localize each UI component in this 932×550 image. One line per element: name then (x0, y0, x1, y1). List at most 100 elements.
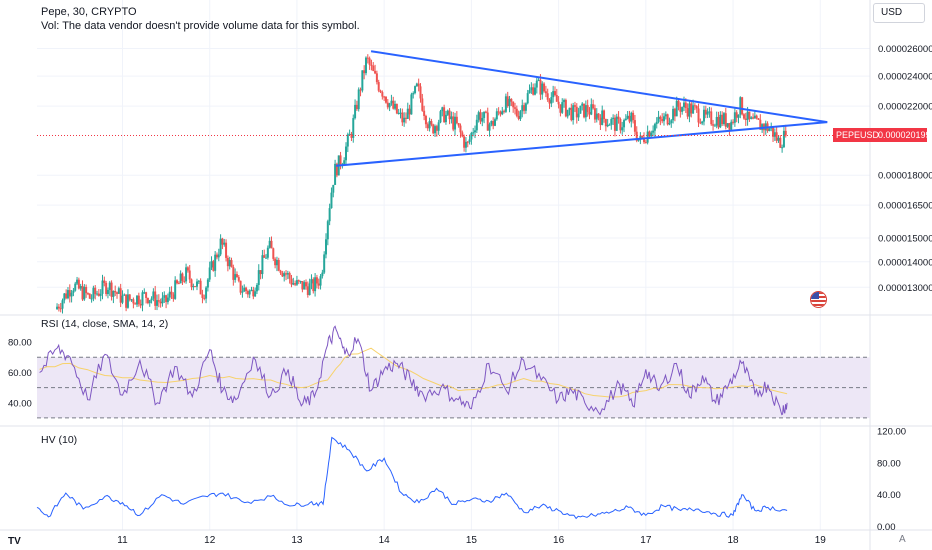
candle-body (386, 102, 389, 108)
candle-body (226, 257, 229, 267)
candle-body (177, 283, 180, 285)
candle-body (357, 89, 360, 110)
candle-body (368, 58, 371, 65)
candle-body (388, 103, 391, 108)
candle-body (461, 132, 464, 137)
candle-body (139, 304, 142, 306)
candle-body (157, 300, 160, 302)
candle-body (283, 273, 286, 277)
candle-body (143, 292, 146, 294)
price-badge-price: 0.000020199 (878, 130, 931, 141)
rsi-pane (37, 325, 870, 419)
candle-body (670, 120, 673, 124)
candle-body (443, 107, 446, 123)
price-axis-label: 0.000026000 (878, 44, 932, 55)
candle-body (294, 283, 297, 285)
candle-body (397, 112, 400, 114)
candle-body (136, 295, 139, 305)
trendline-lower[interactable] (336, 121, 828, 167)
candle-body (303, 282, 306, 290)
candle-body (381, 92, 384, 97)
candle-body (477, 112, 480, 120)
candle-body (130, 299, 133, 301)
candle-body (555, 94, 558, 102)
rsi-title[interactable]: RSI (14, close, SMA, 14, 2) (41, 318, 169, 330)
candle-body (125, 294, 128, 308)
candle-body (392, 100, 395, 109)
candle-body (713, 125, 716, 127)
candle-body (559, 104, 562, 113)
candle-body (305, 282, 308, 287)
candle-body (657, 116, 660, 122)
candle-body (726, 123, 729, 127)
candle-body (68, 290, 71, 297)
trendline-upper[interactable] (370, 50, 828, 124)
candle-body (348, 133, 351, 135)
candle-body (455, 116, 458, 124)
candle-body (772, 126, 775, 137)
candle-body (70, 292, 73, 297)
currency-button[interactable]: USD (873, 3, 925, 23)
candle-body (570, 107, 573, 121)
candle-body (108, 282, 111, 290)
candle-body (194, 286, 197, 288)
candle-body (779, 137, 782, 148)
candle-body (777, 137, 780, 141)
candle-body (185, 267, 188, 282)
candle-body (610, 119, 613, 125)
candle-body (644, 142, 647, 144)
candle-body (197, 280, 200, 282)
candle-body (59, 308, 62, 310)
hv-title[interactable]: HV (10) (41, 434, 78, 446)
candle-body (119, 288, 122, 303)
candle-body (706, 111, 709, 115)
candle-body (470, 132, 473, 140)
candle-body (439, 111, 442, 123)
candle-body (712, 124, 715, 126)
candle-body (225, 242, 228, 258)
candle-body (323, 254, 326, 273)
x-tick-label: 19 (815, 535, 827, 546)
candle-body (261, 255, 264, 275)
candle-body (428, 121, 431, 129)
candle-body (201, 294, 204, 298)
candle-body (608, 124, 611, 126)
candle-body (85, 286, 88, 294)
us-flag-icon[interactable] (810, 291, 827, 308)
candle-body (63, 293, 66, 301)
candle-body (466, 141, 469, 143)
candle-body (179, 273, 182, 284)
candle-body (96, 293, 99, 295)
candle-body (588, 112, 591, 115)
candle-body (430, 121, 433, 125)
candle-body (535, 80, 538, 88)
candle-body (272, 248, 275, 259)
candle-body (383, 96, 386, 98)
candle-body (61, 300, 64, 309)
candle-body (270, 240, 273, 249)
symbol-legend[interactable]: Pepe, 30, CRYPTO (41, 6, 137, 18)
candle-body (257, 270, 260, 285)
candle-body (697, 108, 700, 123)
x-tick-label: 16 (553, 535, 565, 546)
auto-scale-button[interactable]: A (899, 534, 906, 545)
candle-body (166, 297, 169, 303)
candle-body (355, 104, 358, 110)
candle-body (663, 116, 666, 122)
candle-body (94, 287, 97, 295)
candle-body (717, 116, 720, 128)
tradingview-logo[interactable]: TV (8, 536, 21, 547)
candle-body (86, 293, 89, 295)
candle-body (517, 115, 520, 119)
price-badge: PEPEUSD 0.000020199 (833, 128, 931, 143)
candle-body (128, 294, 131, 300)
candle-body (561, 102, 564, 113)
candle-body (126, 294, 129, 308)
candle-body (441, 107, 444, 112)
candle-body (503, 110, 506, 112)
candle-body (254, 291, 257, 297)
candle-body (512, 101, 515, 108)
candle-body (230, 260, 233, 268)
